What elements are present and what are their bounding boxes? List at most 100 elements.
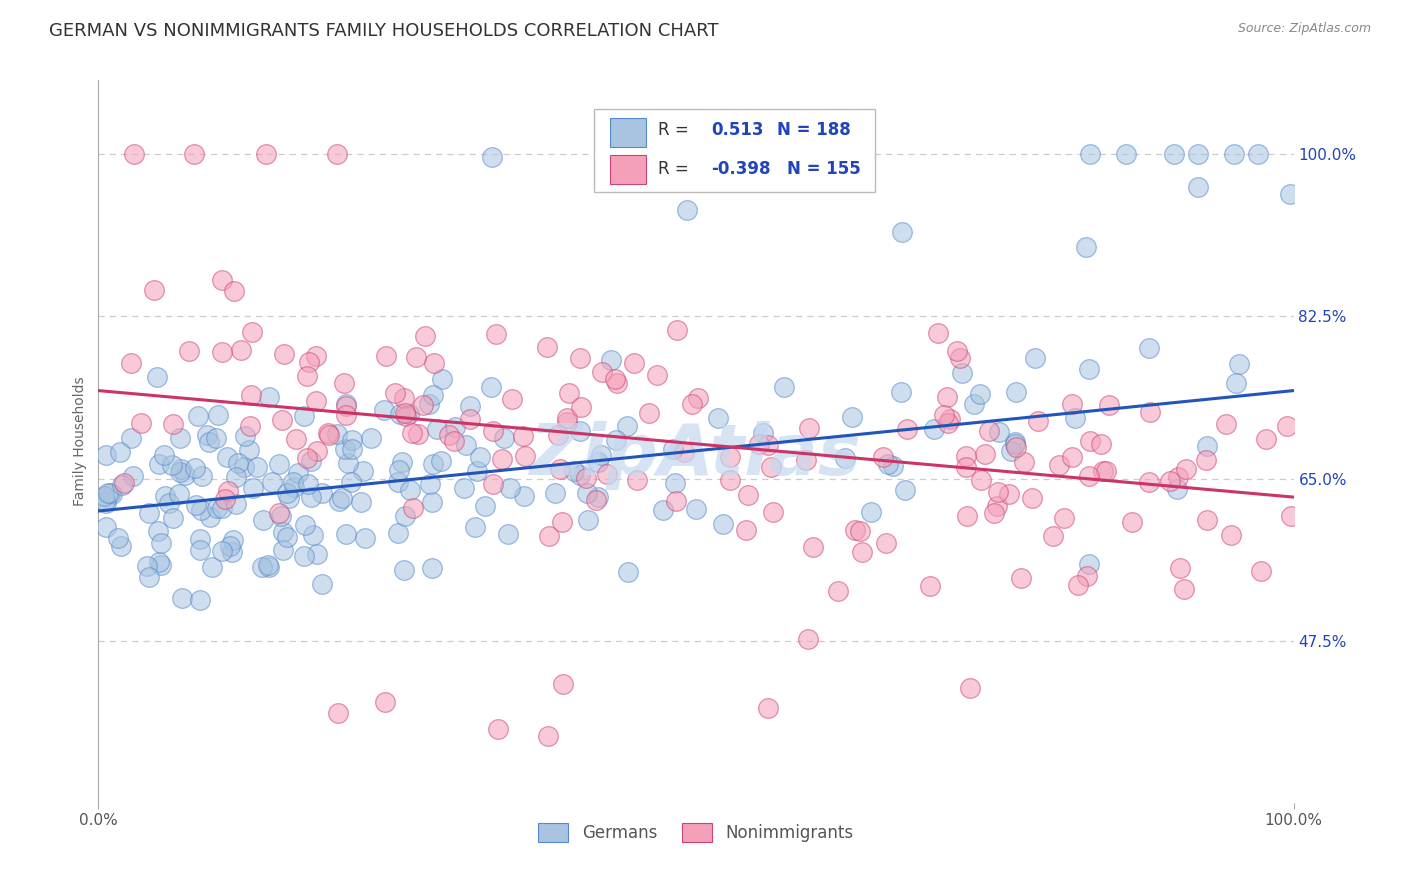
- Point: [1074, 240, 1097, 254]
- Point: [225, 470, 247, 484]
- Point: [1137, 475, 1160, 490]
- Point: [305, 547, 328, 561]
- Point: [501, 392, 523, 407]
- Point: [195, 428, 218, 442]
- Point: [1159, 474, 1181, 488]
- Point: [558, 386, 581, 401]
- Point: [875, 536, 897, 550]
- Text: 0.513: 0.513: [711, 121, 763, 139]
- Point: [340, 434, 363, 448]
- Point: [1077, 361, 1099, 376]
- Point: [675, 202, 697, 217]
- Point: [969, 386, 991, 401]
- Point: [107, 531, 129, 545]
- Point: [591, 365, 613, 379]
- Point: [311, 576, 333, 591]
- Point: [211, 500, 233, 515]
- Point: [748, 436, 770, 450]
- Point: [1064, 411, 1087, 425]
- Point: [262, 475, 284, 489]
- Point: [772, 380, 794, 394]
- Point: [149, 536, 172, 550]
- Point: [149, 558, 172, 572]
- Point: [974, 447, 997, 461]
- Point: [394, 509, 416, 524]
- Point: [1220, 528, 1243, 542]
- Point: [934, 408, 956, 422]
- Point: [142, 283, 165, 297]
- Point: [238, 443, 260, 458]
- Point: [596, 467, 619, 482]
- Point: [987, 484, 1010, 499]
- Point: [160, 458, 183, 472]
- Point: [418, 397, 440, 411]
- Point: [1187, 147, 1209, 161]
- Point: [225, 497, 247, 511]
- Point: [394, 406, 416, 420]
- Point: [576, 513, 599, 527]
- Point: [305, 393, 328, 408]
- Point: [851, 544, 873, 558]
- Point: [335, 527, 357, 541]
- Point: [398, 407, 420, 421]
- Point: [198, 509, 221, 524]
- Point: [184, 460, 207, 475]
- Point: [959, 681, 981, 695]
- Point: [841, 410, 863, 425]
- Point: [474, 499, 496, 513]
- Point: [423, 356, 446, 370]
- Point: [1047, 458, 1070, 473]
- Point: [94, 494, 117, 508]
- Text: GERMAN VS NONIMMIGRANTS FAMILY HOUSEHOLDS CORRELATION CHART: GERMAN VS NONIMMIGRANTS FAMILY HOUSEHOLD…: [49, 22, 718, 40]
- Point: [375, 349, 398, 363]
- Point: [551, 515, 574, 529]
- Point: [191, 469, 214, 483]
- Point: [922, 422, 945, 436]
- Point: [231, 343, 253, 358]
- Point: [235, 429, 257, 443]
- Point: [453, 481, 475, 495]
- Point: [544, 486, 567, 500]
- Point: [661, 442, 683, 457]
- Point: [955, 450, 977, 464]
- Point: [174, 468, 197, 483]
- Point: [799, 420, 821, 434]
- Point: [894, 483, 917, 497]
- Point: [512, 428, 534, 442]
- Point: [1279, 509, 1302, 524]
- Point: [311, 485, 333, 500]
- Point: [458, 399, 481, 413]
- Point: [211, 544, 233, 558]
- Point: [267, 506, 290, 520]
- Point: [987, 425, 1010, 439]
- Point: [305, 444, 328, 458]
- Point: [335, 396, 357, 410]
- Point: [299, 453, 322, 467]
- Point: [170, 462, 193, 476]
- Point: [326, 147, 349, 161]
- Point: [1250, 564, 1272, 578]
- Point: [222, 284, 245, 298]
- Point: [1223, 147, 1246, 161]
- Point: [401, 425, 423, 440]
- Point: [232, 459, 254, 474]
- Point: [100, 487, 122, 501]
- Point: [626, 473, 648, 487]
- Point: [1026, 414, 1049, 428]
- Text: N = 155: N = 155: [787, 160, 860, 178]
- Point: [955, 460, 977, 475]
- Point: [481, 425, 503, 439]
- Point: [465, 464, 488, 478]
- Point: [153, 449, 176, 463]
- Point: [108, 444, 131, 458]
- Point: [969, 473, 991, 487]
- Point: [350, 494, 373, 508]
- Point: [1163, 147, 1185, 161]
- Point: [190, 532, 212, 546]
- Point: [256, 558, 278, 572]
- Point: [420, 495, 443, 509]
- Point: [762, 505, 785, 519]
- Point: [688, 391, 710, 405]
- Point: [491, 452, 513, 467]
- Point: [169, 465, 191, 479]
